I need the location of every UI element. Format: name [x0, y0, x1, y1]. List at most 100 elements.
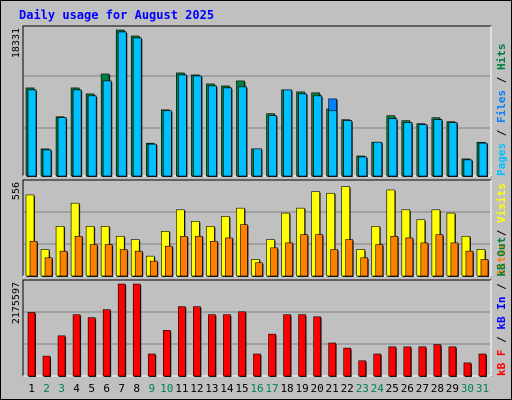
- bar-sites-day-30: [465, 250, 474, 277]
- bar-sites-day-28: [435, 234, 444, 277]
- bar-kbf-day-2: [42, 355, 51, 377]
- bar-kbf-day-15: [238, 311, 246, 377]
- bar-pages-day-29: [448, 122, 458, 177]
- legend-visits: Visits: [495, 183, 508, 223]
- bar-pages-day-21: [328, 110, 337, 177]
- legend-kbin: kB In: [495, 297, 508, 330]
- x-tick-label: 13: [205, 382, 218, 395]
- x-tick-label: 20: [311, 382, 324, 395]
- x-tick-label: 5: [88, 382, 95, 395]
- bar-kbf-day-18: [283, 314, 291, 377]
- x-tick-label: 26: [401, 382, 414, 395]
- legend-sites: Sites: [495, 243, 508, 276]
- legend-files: Files: [495, 90, 508, 123]
- x-tick-label: 1: [28, 382, 35, 395]
- bar-pages-day-15: [238, 86, 247, 177]
- x-tick-label: 14: [220, 382, 234, 395]
- bar-sites-day-16: [255, 262, 263, 277]
- bar-pages-day-3: [57, 117, 67, 177]
- bar-kbf-day-14: [223, 314, 231, 377]
- bar-pages-day-5: [87, 95, 97, 177]
- bar-kbf-day-22: [343, 347, 351, 377]
- panel-hits-files-pages: 18331 Pages / Files / Hits: [11, 25, 508, 178]
- bar-kbf-day-17: [268, 333, 276, 377]
- x-tick-label: 27: [416, 382, 429, 395]
- bar-pages-day-25: [388, 118, 398, 177]
- legend-kbf: kB F: [495, 350, 508, 377]
- x-tick-label: 17: [265, 382, 278, 395]
- panel-kb: 2175597 kB F / kB In / kB Out: [11, 237, 508, 377]
- bar-kbf-day-20: [313, 316, 321, 377]
- x-tick-label: 29: [446, 382, 459, 395]
- bar-sites-day-23: [360, 257, 369, 277]
- bar-sites-day-15: [240, 224, 248, 277]
- bar-kbf-day-30: [463, 362, 472, 377]
- legend: kB F / kB In / kB Out: [495, 237, 508, 376]
- bar-pages-day-23: [358, 156, 368, 177]
- legend-hits: Hits: [495, 44, 508, 71]
- x-tick-label: 28: [431, 382, 444, 395]
- bar-sites-day-21: [330, 249, 338, 277]
- bar-sites-day-24: [375, 244, 384, 277]
- bar-pages-day-13: [208, 85, 217, 177]
- bar-pages-day-18: [283, 89, 292, 177]
- legend-separator: /: [495, 223, 508, 243]
- x-tick-label: 11: [175, 382, 188, 395]
- bar-pages-day-30: [463, 159, 473, 177]
- bar-kbf-day-11: [178, 306, 186, 377]
- bar-sites-day-20: [315, 234, 323, 277]
- bar-pages-day-7: [117, 31, 127, 177]
- x-tick-label: 12: [190, 382, 203, 395]
- bar-pages-day-27: [418, 124, 428, 177]
- bar-kbf-day-21: [328, 342, 336, 377]
- bar-sites-day-1: [29, 240, 38, 277]
- bar-sites-day-26: [405, 237, 414, 277]
- bar-sites-day-17: [270, 247, 278, 277]
- bar-pages-day-1: [27, 89, 37, 177]
- bar-sites-day-6: [104, 244, 113, 277]
- x-tick-label: 3: [58, 382, 65, 395]
- bar-sites-day-8: [134, 250, 143, 277]
- y-max-label: 556: [11, 182, 22, 200]
- bar-pages-day-12: [193, 75, 202, 177]
- legend-kbout: kB Out: [495, 237, 508, 277]
- bar-kbf-day-27: [418, 346, 427, 377]
- x-tick-label: 15: [235, 382, 248, 395]
- bar-pages-day-6: [102, 80, 112, 177]
- x-tick-label: 19: [295, 382, 308, 395]
- bar-kbf-day-24: [373, 353, 382, 377]
- x-tick-label: 18: [280, 382, 293, 395]
- bar-kbf-day-10: [162, 330, 171, 377]
- bar-sites-day-9: [149, 260, 158, 277]
- x-tick-label: 2: [43, 382, 50, 395]
- panel-visits-sites: 556 Sites / Visits: [11, 179, 508, 277]
- bar-kbf-day-31: [478, 353, 487, 377]
- x-tick-label: 7: [118, 382, 125, 395]
- x-tick-label: 9: [148, 382, 155, 395]
- bar-sites-day-18: [285, 242, 293, 277]
- bar-sites-day-27: [420, 242, 429, 277]
- bar-pages-day-17: [268, 115, 277, 177]
- bar-kbf-day-5: [87, 317, 96, 377]
- legend-pages: Pages: [495, 143, 508, 176]
- bar-kbf-day-1: [27, 312, 36, 377]
- bar-pages-day-22: [343, 120, 352, 177]
- y-max-label: 2175597: [11, 282, 22, 324]
- bar-sites-day-10: [164, 245, 173, 277]
- bar-pages-day-2: [42, 149, 52, 177]
- bar-kbf-day-12: [193, 306, 201, 377]
- bar-kbf-day-28: [433, 344, 442, 377]
- bar-sites-day-13: [210, 240, 218, 277]
- x-tick-label: 6: [103, 382, 110, 395]
- bar-pages-day-10: [162, 110, 172, 177]
- bar-kbf-day-13: [208, 314, 216, 377]
- x-tick-label: 31: [476, 382, 489, 395]
- bar-pages-day-24: [373, 141, 383, 177]
- bar-kbf-day-29: [448, 346, 457, 377]
- bar-kbf-day-4: [72, 314, 81, 377]
- bar-sites-day-7: [119, 249, 128, 277]
- bar-sites-day-12: [195, 235, 203, 277]
- bar-kbf-day-8: [132, 283, 141, 377]
- legend: Sites / Visits: [495, 183, 508, 276]
